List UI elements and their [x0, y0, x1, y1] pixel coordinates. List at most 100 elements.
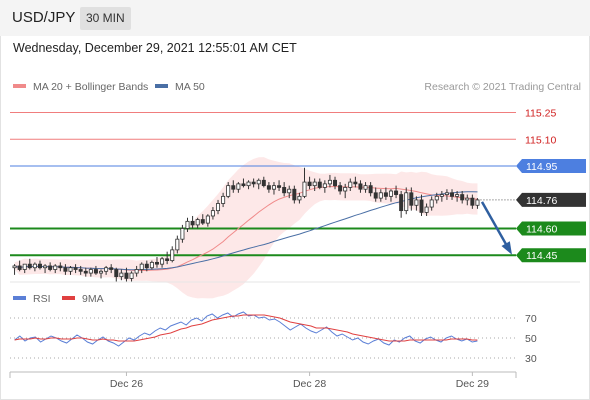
candle-body: [58, 265, 63, 269]
level-label-115.25: 115.25: [525, 107, 556, 119]
candle: [419, 194, 424, 216]
candle-body: [231, 185, 236, 190]
candle: [261, 176, 266, 188]
candle-body: [450, 192, 455, 197]
candle: [114, 267, 119, 282]
candle: [73, 264, 78, 274]
chart-header: USD/JPY 30 MIN: [0, 0, 590, 36]
candle: [312, 178, 317, 191]
candle: [205, 214, 210, 227]
candle: [236, 182, 241, 193]
candle: [302, 167, 307, 199]
candle: [246, 180, 251, 190]
candle: [221, 192, 226, 208]
candle-body: [444, 192, 449, 195]
candle: [68, 265, 73, 275]
candle: [93, 265, 98, 275]
candle-body: [17, 265, 22, 270]
candle: [144, 260, 149, 272]
candle: [170, 246, 175, 263]
candle: [424, 203, 429, 216]
x-tick-label: Dec 26: [110, 378, 143, 390]
candle: [12, 264, 17, 275]
candle: [394, 185, 399, 199]
candle-body: [317, 181, 322, 188]
legend-swatch: [13, 296, 26, 300]
candle: [210, 207, 215, 220]
candle: [109, 264, 114, 274]
candle-body: [43, 265, 48, 269]
chart-datetime: Wednesday, December 29, 2021 12:55:01 AM…: [13, 41, 297, 55]
candle-body: [185, 220, 190, 229]
level-label-114.45: 114.45: [526, 250, 557, 262]
candle-body: [53, 265, 58, 270]
timeframe-button[interactable]: 30 MIN: [80, 7, 131, 30]
candle: [256, 178, 261, 190]
candle: [251, 178, 256, 188]
candle: [378, 189, 383, 202]
candle-body: [129, 272, 134, 279]
legend-label: MA 50: [175, 81, 205, 93]
candle: [292, 185, 297, 204]
legend-swatch: [62, 296, 75, 300]
candle-body: [170, 249, 175, 261]
candlesticks: [12, 167, 480, 282]
candle-body: [48, 265, 53, 270]
candle-body: [333, 179, 338, 187]
candle: [241, 178, 246, 188]
candle: [271, 182, 276, 195]
candle: [119, 269, 124, 281]
rsi-legend: RSI 9MA: [13, 293, 104, 305]
candle: [165, 251, 170, 265]
candle: [266, 182, 271, 193]
candle-body: [277, 185, 282, 188]
candle-body: [22, 263, 27, 270]
last-price-tag: [516, 192, 586, 207]
candle: [353, 176, 358, 188]
candle-body: [358, 183, 363, 190]
last-price-label: 114.76: [526, 195, 557, 207]
candle-body: [216, 203, 221, 212]
rsi-ma-line: [14, 314, 478, 342]
key-levels: 115.25 115.10 114.95 114.60 114.45: [10, 107, 586, 263]
forecast-arrow-head: [501, 241, 512, 255]
candle-body: [165, 258, 170, 261]
candle-body: [327, 179, 332, 185]
forecast-arrow-shaft: [480, 201, 512, 252]
candle-body: [282, 187, 287, 194]
candle-body: [246, 181, 251, 187]
candle-body: [226, 185, 231, 197]
candle-body: [424, 206, 429, 213]
candle-body: [109, 267, 114, 270]
candle: [470, 194, 475, 209]
candle: [455, 191, 460, 202]
candle-body: [144, 263, 149, 269]
candle: [439, 191, 444, 202]
candle-body: [134, 269, 139, 274]
candle-body: [190, 220, 195, 226]
candle-body: [470, 197, 475, 206]
candle-body: [307, 181, 312, 187]
candle: [383, 187, 388, 200]
candle-body: [399, 194, 404, 212]
rsi-tick-label: 30: [525, 353, 537, 365]
candle: [185, 217, 190, 233]
candle: [231, 180, 236, 193]
candle-body: [175, 238, 180, 251]
candle: [368, 182, 373, 197]
level-label-115.10: 115.10: [525, 134, 556, 146]
candle: [404, 187, 409, 215]
candle: [399, 191, 404, 218]
legend-label: MA 20 + Bollinger Bands: [33, 81, 148, 93]
candle: [53, 264, 58, 274]
candle-body: [210, 210, 215, 217]
source-credit: Research © 2021 Trading Central: [424, 81, 581, 93]
x-axis: Dec 26 Dec 28 Dec 29: [9, 371, 517, 390]
candle-body: [63, 267, 68, 272]
candle-body: [180, 228, 185, 240]
candle-body: [297, 195, 302, 201]
level-label-114.60: 114.60: [526, 223, 557, 235]
candle-body: [383, 192, 388, 197]
candle-body: [261, 179, 266, 187]
candle-body: [429, 199, 434, 208]
